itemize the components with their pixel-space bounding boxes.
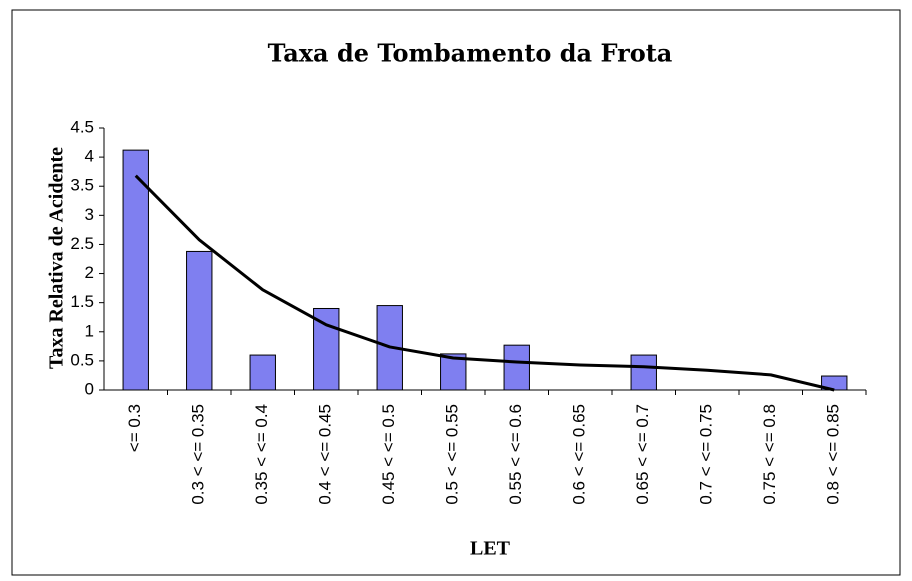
y-tick-label: 4.5 bbox=[70, 117, 94, 136]
x-tick-label: 0.35 < <= 0.4 bbox=[252, 404, 271, 505]
chart-frame bbox=[11, 9, 901, 576]
x-tick-label: 0.3 < <= 0.35 bbox=[189, 404, 208, 505]
bar bbox=[249, 354, 276, 391]
bar bbox=[186, 250, 213, 391]
chart-title: Taxa de Tombamento da Frota bbox=[268, 39, 673, 68]
trend-line bbox=[134, 174, 835, 392]
x-axis-label: LET bbox=[470, 538, 511, 560]
bar bbox=[630, 354, 657, 391]
y-tick-label: 0 bbox=[85, 379, 94, 398]
x-tick-label: 0.75 < <= 0.8 bbox=[760, 404, 779, 505]
y-tick-label: 3.5 bbox=[70, 176, 94, 195]
x-tick-label: 0.7 < <= 0.75 bbox=[697, 404, 716, 505]
y-tick-label: 3 bbox=[85, 205, 94, 224]
x-tick-label: 0.55 < <= 0.6 bbox=[506, 404, 525, 505]
y-tick-label: 1.5 bbox=[70, 292, 94, 311]
y-tick-label: 4 bbox=[85, 147, 94, 166]
x-tick-label: 0.45 < <= 0.5 bbox=[379, 404, 398, 505]
x-tick-label: 0.65 < <= 0.7 bbox=[633, 404, 652, 505]
y-tick-label: 2.5 bbox=[70, 234, 94, 253]
x-tick-label: <= 0.3 bbox=[125, 404, 144, 452]
y-tick-label: 2 bbox=[85, 263, 94, 282]
x-tick-label: 0.4 < <= 0.45 bbox=[316, 404, 335, 505]
x-tick-label: 0.8 < <= 0.85 bbox=[824, 404, 843, 505]
y-axis-label: Taxa Relativa de Acidente bbox=[46, 147, 68, 369]
bar bbox=[440, 353, 467, 391]
x-tick-label: 0.6 < <= 0.65 bbox=[570, 404, 589, 505]
y-tick-label: 0.5 bbox=[70, 350, 94, 369]
bar bbox=[503, 344, 530, 391]
y-tick-label: 1 bbox=[85, 321, 94, 340]
x-tick-label: 0.5 < <= 0.55 bbox=[443, 404, 462, 505]
